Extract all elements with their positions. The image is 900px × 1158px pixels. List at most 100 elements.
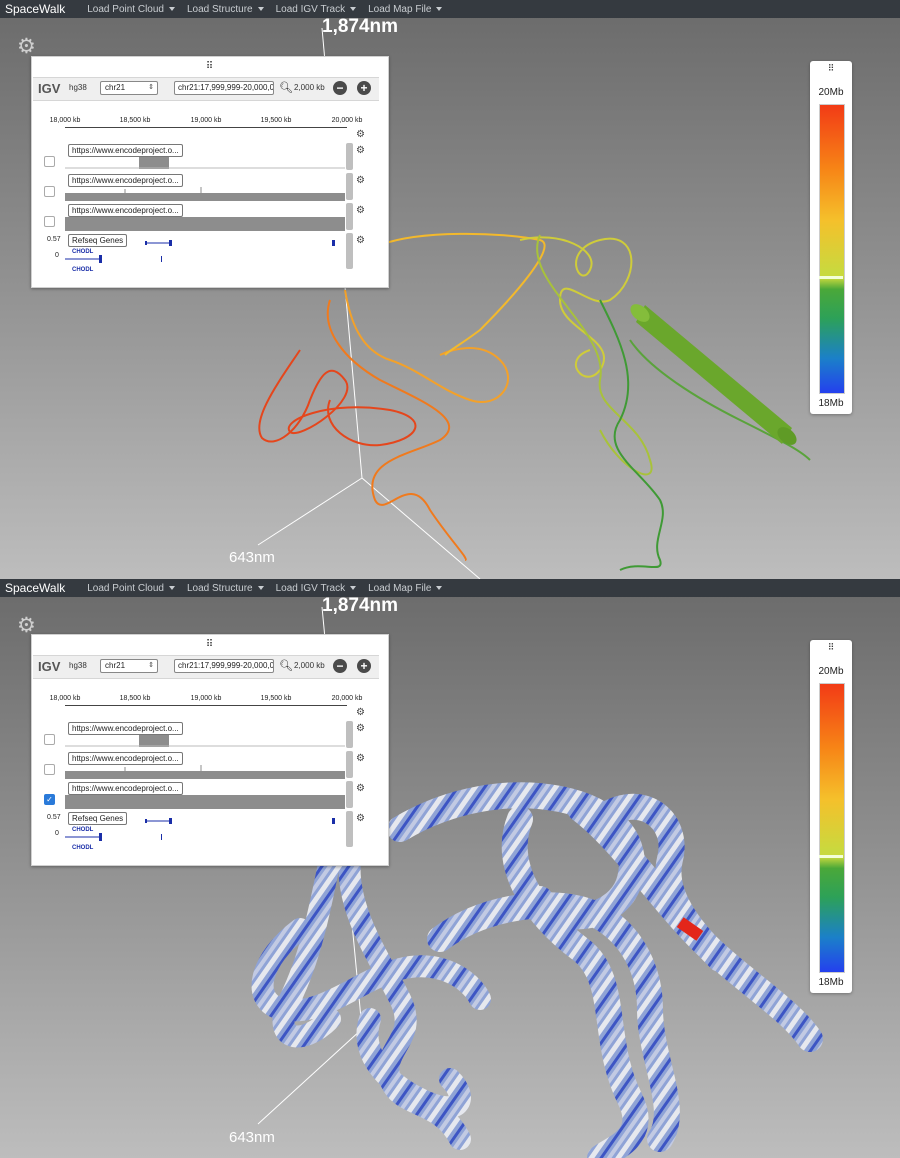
search-icon[interactable]: 🔍︎ — [279, 82, 293, 94]
distance-label-bottom: 643nm — [229, 549, 275, 566]
signal-track — [65, 187, 345, 201]
settings-gear-icon[interactable]: ⚙ — [17, 35, 36, 58]
colorbar-gradient[interactable] — [819, 104, 845, 394]
igv-logo: IGV — [38, 659, 61, 674]
track-checkbox[interactable] — [44, 734, 55, 745]
track-drag-handle[interactable] — [346, 721, 353, 748]
gene-track-name[interactable]: Refseq Genes — [68, 812, 128, 825]
highlighted-cylinder — [630, 304, 797, 445]
igv-track-row: ✓ https://www.encodeproject.o... ⚙ — [34, 781, 380, 809]
ruler-tick-label: 19,000 kb — [190, 695, 222, 702]
caret-down-icon — [436, 7, 443, 11]
colorbar-marker[interactable] — [819, 855, 843, 858]
menu-load-igv-track[interactable]: Load IGV Track — [276, 583, 357, 594]
colorbar-legend: ⠿ 20Mb 18Mb — [810, 640, 852, 993]
ribbon-segment — [519, 236, 633, 378]
3d-viewport[interactable] — [0, 579, 900, 1158]
zoom-out-button[interactable]: − — [333, 659, 347, 673]
menu-load-structure[interactable]: Load Structure — [187, 583, 264, 594]
brand-title: SpaceWalk — [5, 581, 66, 595]
colorbar-marker[interactable] — [819, 276, 843, 279]
ruler-gear-icon[interactable]: ⚙ — [356, 707, 365, 718]
track-drag-handle[interactable] — [346, 233, 353, 269]
drag-handle-icon[interactable]: ⠿ — [827, 642, 835, 652]
3d-viewport[interactable] — [0, 0, 900, 579]
track-drag-handle[interactable] — [346, 143, 353, 170]
igv-track-row: https://www.encodeproject.o... ⚙ — [34, 173, 380, 201]
ribbon-segment — [379, 232, 546, 356]
zoom-out-button[interactable]: − — [333, 81, 347, 95]
track-name[interactable]: https://www.encodeproject.o... — [68, 174, 183, 187]
track-name[interactable]: https://www.encodeproject.o... — [68, 752, 183, 765]
track-drag-handle[interactable] — [346, 811, 353, 847]
track-name[interactable]: https://www.encodeproject.o... — [68, 204, 183, 217]
menu-load-point-cloud[interactable]: Load Point Cloud — [87, 4, 175, 15]
signal-track — [65, 217, 345, 231]
ruler-gear-icon[interactable]: ⚙ — [356, 129, 365, 140]
chromosome-select[interactable]: chr21 ⇕ — [100, 81, 158, 95]
track-drag-handle[interactable] — [346, 203, 353, 230]
track-checkbox[interactable] — [44, 764, 55, 775]
track-gear-icon[interactable]: ⚙ — [356, 145, 365, 156]
track-gear-icon[interactable]: ⚙ — [356, 783, 365, 794]
track-gear-icon[interactable]: ⚙ — [356, 205, 365, 216]
track-drag-handle[interactable] — [346, 751, 353, 778]
track-checkbox[interactable] — [44, 156, 55, 167]
track-name[interactable]: https://www.encodeproject.o... — [68, 782, 183, 795]
track-gear-icon[interactable]: ⚙ — [356, 723, 365, 734]
tube-segment — [427, 892, 680, 1152]
menu-load-map-file[interactable]: Load Map File — [368, 4, 443, 15]
track-name[interactable]: https://www.encodeproject.o... — [68, 722, 183, 735]
track-gear-icon[interactable]: ⚙ — [356, 235, 365, 246]
track-gear-icon[interactable]: ⚙ — [356, 175, 365, 186]
igv-logo: IGV — [38, 81, 61, 96]
menu-load-structure[interactable]: Load Structure — [187, 4, 264, 15]
menu-load-point-cloud[interactable]: Load Point Cloud — [87, 583, 175, 594]
zoom-in-button[interactable]: + — [357, 81, 371, 95]
drag-handle-icon[interactable]: ⠿ — [205, 61, 215, 72]
caret-down-icon — [257, 586, 264, 590]
track-name[interactable]: https://www.encodeproject.o... — [68, 144, 183, 157]
ruler-tick-label: 20,000 kb — [331, 695, 363, 702]
track-checkbox[interactable] — [44, 186, 55, 197]
track-drag-handle[interactable] — [346, 173, 353, 200]
menu-load-igv-track[interactable]: Load IGV Track — [276, 4, 357, 15]
distance-label-top: 1,874nm — [322, 595, 399, 616]
zoom-in-button[interactable]: + — [357, 659, 371, 673]
drag-handle-icon[interactable]: ⠿ — [827, 63, 835, 73]
window-size: 2,000 kb — [294, 83, 325, 92]
locus-input[interactable]: chr21:17,999,999-20,000,000 — [174, 659, 274, 673]
ribbon-segment — [344, 289, 510, 403]
gene-track — [65, 240, 335, 263]
genome-label[interactable]: hg38 — [69, 83, 87, 92]
ribbon-segment — [536, 234, 653, 476]
menu-load-map-file[interactable]: Load Map File — [368, 583, 443, 594]
settings-gear-icon[interactable]: ⚙ — [17, 614, 36, 637]
navbar: SpaceWalk Load Point Cloud Load Structur… — [0, 0, 900, 18]
track-scale-max: 0.57 — [47, 236, 61, 243]
drag-handle-icon[interactable]: ⠿ — [205, 639, 215, 650]
track-scale-min: 0 — [55, 252, 59, 259]
track-gear-icon[interactable]: ⚙ — [356, 813, 365, 824]
tube-segment — [272, 848, 341, 1048]
igv-ruler: 18,000 kb 18,500 kb 19,000 kb 19,500 kb … — [50, 117, 362, 128]
colorbar-gradient[interactable] — [819, 683, 845, 973]
igv-panel: ⠿ IGV hg38 chr21 ⇕ chr21:17,999,999-20,00… — [31, 56, 389, 288]
track-drag-handle[interactable] — [346, 781, 353, 808]
locus-input[interactable]: chr21:17,999,999-20,000,000 — [174, 81, 274, 95]
window-size: 2,000 kb — [294, 661, 325, 670]
genome-label[interactable]: hg38 — [69, 661, 87, 670]
track-gear-icon[interactable]: ⚙ — [356, 753, 365, 764]
chromosome-select[interactable]: chr21 ⇕ — [100, 659, 158, 673]
track-checkbox-checked[interactable]: ✓ — [44, 794, 55, 805]
tube-segment — [251, 918, 491, 1022]
colorbar-min-label: 18Mb — [818, 977, 844, 988]
ribbon-segment — [629, 339, 811, 461]
gene-track-name[interactable]: Refseq Genes — [68, 234, 128, 247]
track-checkbox[interactable] — [44, 216, 55, 227]
tube-segment — [356, 1008, 471, 1119]
search-icon[interactable]: 🔍︎ — [279, 660, 293, 672]
ruler-tick-label: 19,000 kb — [190, 117, 222, 124]
gene-track-row: 0.57 0 Refseq Genes CHODL CHODL ⚙ — [34, 811, 380, 851]
colorbar-max-label: 20Mb — [818, 666, 844, 677]
